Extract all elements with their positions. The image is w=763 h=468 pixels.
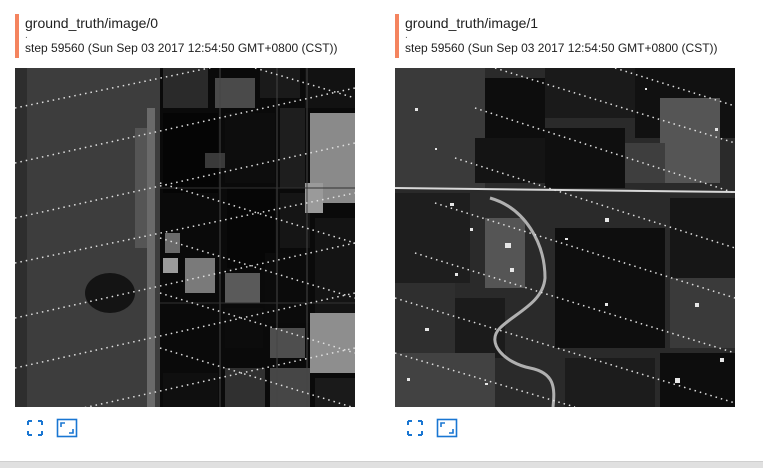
fullscreen-icon: [407, 420, 423, 436]
card-dot: .: [405, 30, 408, 41]
fullscreen-button[interactable]: [23, 416, 47, 440]
card-step-timestamp: step 59560 (Sun Sep 03 2017 12:54:50 GMT…: [25, 41, 338, 55]
fit-icon: [436, 418, 458, 438]
image-card-0: ground_truth/image/0 . step 59560 (Sun S…: [15, 12, 360, 438]
fit-image-button[interactable]: [55, 416, 79, 440]
accent-bar: [395, 14, 399, 58]
fullscreen-icon: [27, 420, 43, 436]
fit-image-button[interactable]: [435, 416, 459, 440]
card-dot: .: [25, 30, 28, 41]
bottom-divider: [0, 461, 763, 468]
ground-truth-image-0: [15, 68, 355, 407]
card-title: ground_truth/image/0: [25, 15, 159, 31]
accent-bar: [15, 14, 19, 58]
ground-truth-image-1: [395, 68, 735, 407]
card-header: ground_truth/image/0 . step 59560 (Sun S…: [15, 14, 360, 58]
image-card-1: ground_truth/image/1 . step 59560 (Sun S…: [395, 12, 740, 438]
fit-icon: [56, 418, 78, 438]
fullscreen-button[interactable]: [403, 416, 427, 440]
card-header: ground_truth/image/1 . step 59560 (Sun S…: [395, 14, 740, 58]
card-title: ground_truth/image/1: [405, 15, 539, 31]
card-step-timestamp: step 59560 (Sun Sep 03 2017 12:54:50 GMT…: [405, 41, 718, 55]
